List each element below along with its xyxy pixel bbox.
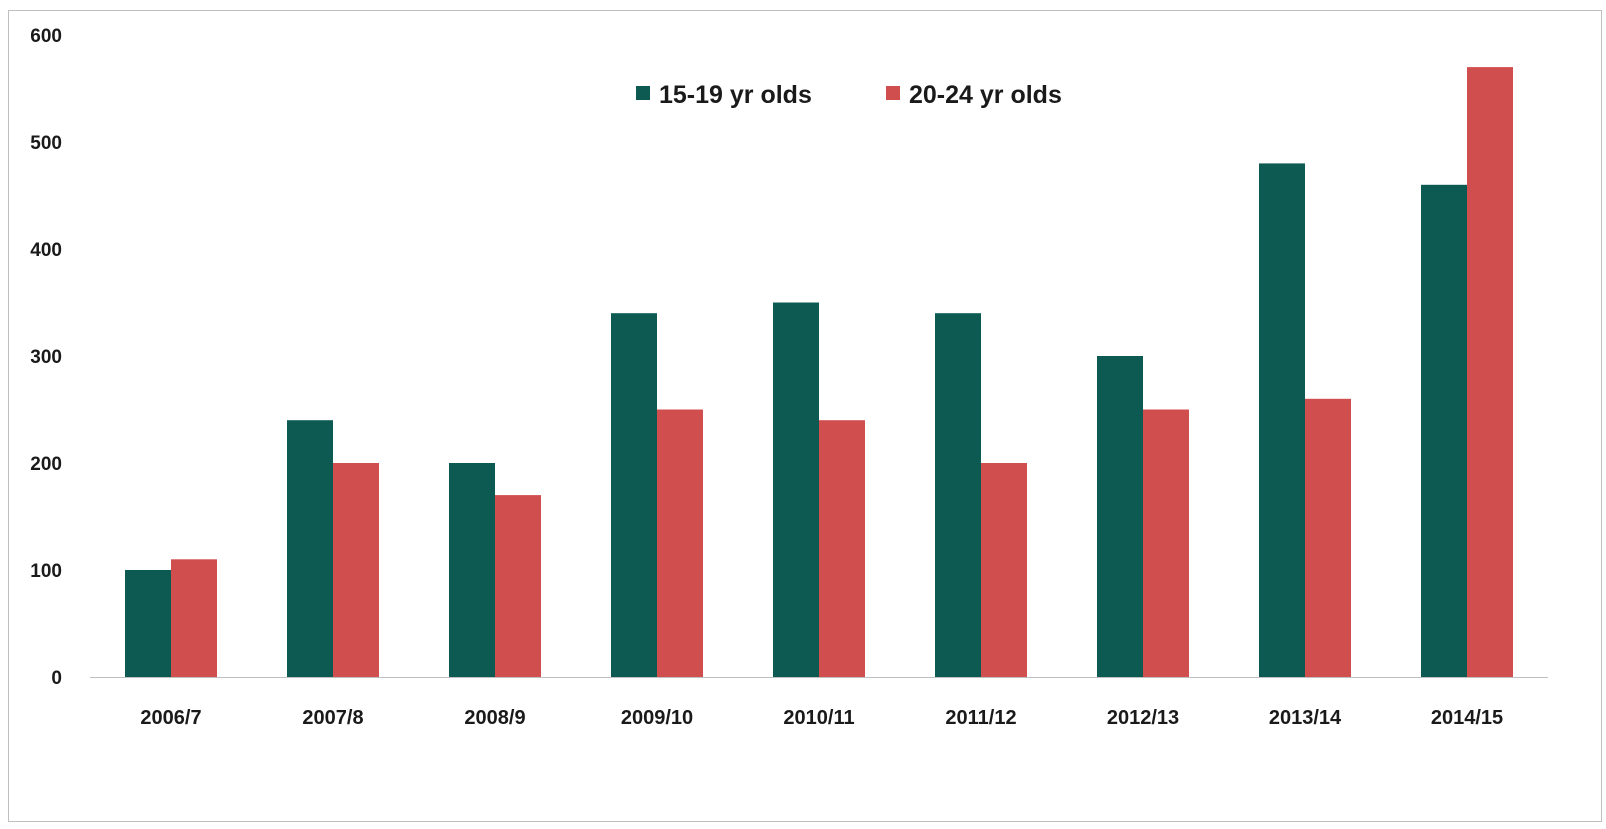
- legend-swatch-20-24: [886, 86, 900, 100]
- y-tick-label: 600: [30, 26, 62, 47]
- x-tick-label: 2006/7: [140, 707, 201, 729]
- bar-20-24-2006-7: [171, 559, 217, 677]
- bar-15-19-2010-11: [773, 302, 819, 677]
- legend-label-15-19: 15-19 yr olds: [659, 81, 812, 109]
- legend: 15-19 yr olds 20-24 yr olds: [636, 81, 1062, 109]
- y-tick-label: 200: [30, 454, 62, 475]
- bar-20-24-2012-13: [1143, 409, 1189, 677]
- legend-swatch-15-19: [636, 86, 650, 100]
- bar-15-19-2011-12: [935, 313, 981, 677]
- bar-15-19-2007-8: [287, 420, 333, 677]
- y-tick-label: 400: [30, 240, 62, 261]
- bar-20-24-2009-10: [657, 409, 703, 677]
- bar-20-24-2011-12: [981, 463, 1027, 677]
- y-tick-label: 100: [30, 561, 62, 582]
- bar-20-24-2014-15: [1467, 67, 1513, 678]
- bar-20-24-2007-8: [333, 463, 379, 677]
- x-tick-label: 2014/15: [1431, 707, 1503, 729]
- bar-15-19-2013-14: [1259, 163, 1305, 677]
- x-tick-label: 2011/12: [945, 707, 1016, 729]
- bar-15-19-2006-7: [125, 570, 171, 677]
- bar-20-24-2013-14: [1305, 398, 1351, 677]
- y-tick-label: 500: [30, 133, 62, 154]
- x-tick-label: 2008/9: [464, 707, 525, 729]
- y-tick-label: 300: [30, 347, 62, 368]
- legend-item-20-24: 20-24 yr olds: [886, 81, 1062, 109]
- x-tick-label: 2010/11: [783, 707, 854, 729]
- y-tick-label: 0: [51, 668, 62, 689]
- legend-item-15-19: 15-19 yr olds: [636, 81, 812, 109]
- bar-20-24-2008-9: [495, 495, 541, 677]
- y-axis-tick-labels: 0 100 200 300 400 500 600: [30, 26, 62, 689]
- bar-15-19-2012-13: [1097, 356, 1143, 677]
- x-tick-label: 2007/8: [302, 707, 363, 729]
- bar-20-24-2010-11: [819, 420, 865, 677]
- x-tick-label: 2012/13: [1107, 707, 1179, 729]
- bars: [125, 67, 1513, 678]
- x-axis-tick-labels: 2006/7 2007/8 2008/9 2009/10 2010/11 2011/12 2…: [140, 707, 1503, 729]
- x-tick-label: 2009/10: [621, 707, 693, 729]
- bar-15-19-2014-15: [1421, 184, 1467, 678]
- x-tick-label: 2013/14: [1269, 707, 1342, 729]
- legend-label-20-24: 20-24 yr olds: [909, 81, 1062, 109]
- bar-15-19-2008-9: [449, 463, 495, 677]
- bar-15-19-2009-10: [611, 313, 657, 677]
